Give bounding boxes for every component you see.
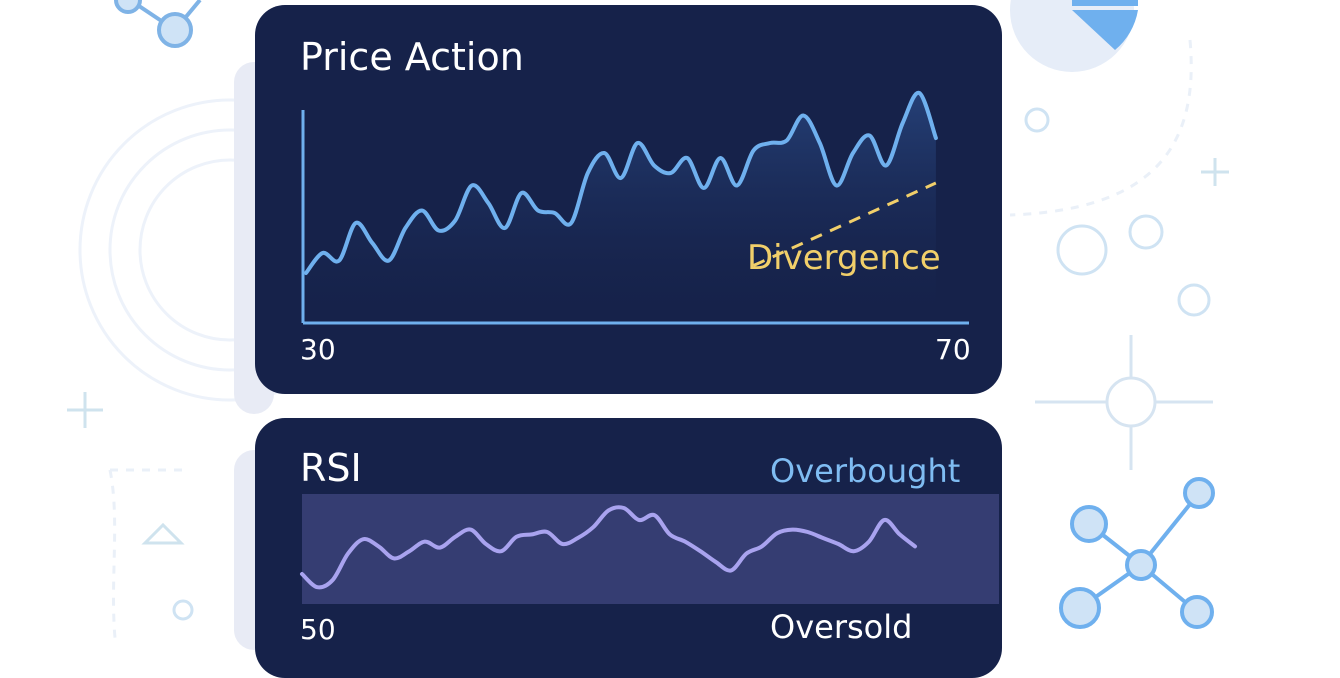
network-node-icon xyxy=(114,0,202,48)
rsi-series-line xyxy=(300,505,917,590)
pie-chart-icon xyxy=(1010,0,1138,72)
price-series-line xyxy=(304,90,938,275)
rsi-chart-title: RSI xyxy=(300,446,362,490)
background-decor xyxy=(67,0,1229,638)
molecule-icon xyxy=(1059,477,1215,629)
x-tick-label-end: 70 xyxy=(935,333,971,366)
dashed-curve-decor xyxy=(108,39,1193,638)
circle-icon xyxy=(172,107,1211,621)
oversold-label: Oversold xyxy=(770,608,913,646)
overbought-label: Overbought xyxy=(770,452,961,490)
price-chart xyxy=(301,90,969,325)
triangle-icon xyxy=(141,522,185,545)
rsi-x-tick-label: 50 xyxy=(300,613,336,646)
rsi-chart xyxy=(300,494,999,604)
rsi-band xyxy=(302,494,999,604)
plus-icon xyxy=(67,158,1229,428)
divergence-label: Divergence xyxy=(747,238,941,278)
price-action-card: Price Action 30 70 Divergence xyxy=(255,5,1002,394)
rsi-card: RSI Overbought Oversold 50 xyxy=(255,418,1002,678)
price-area-fill xyxy=(306,92,936,321)
x-tick-label-start: 30 xyxy=(300,333,336,366)
crosshair-icon xyxy=(1035,335,1213,470)
price-chart-title: Price Action xyxy=(300,35,524,79)
